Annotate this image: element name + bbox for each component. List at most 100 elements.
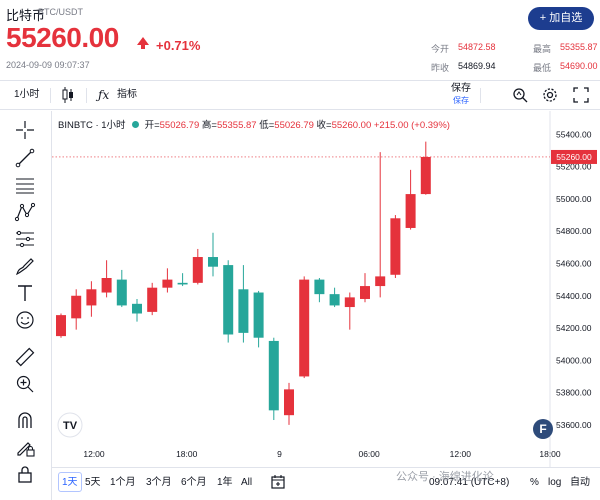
candle-body [253,292,264,338]
ruler-icon[interactable] [14,346,36,368]
pattern-icon[interactable] [14,201,36,223]
range-1m[interactable]: 1个月 [110,477,136,488]
fib-icon[interactable] [14,228,36,250]
last-price-badge [551,149,597,164]
search-icon[interactable] [512,87,528,105]
candle-body [284,389,294,416]
save-sublabel: 保存 [453,96,469,105]
pencil-lock-icon[interactable] [14,436,36,458]
stat-open: 今开 54872.58 [431,42,496,55]
add-watchlist-button[interactable]: + 加自选 [528,7,594,30]
candle-body [132,303,142,314]
candle-body [101,278,112,293]
last-price: 55260.00 [6,22,119,53]
indicators-button[interactable]: 指标 [117,89,137,100]
range-1d[interactable]: 1天 [58,472,82,492]
price-change: +0.71% [156,38,201,53]
range-1y[interactable]: 1年 [217,477,233,488]
stat-value: 55355.87 [560,42,598,52]
x-tick-label: 18:00 [176,449,198,459]
y-tick-label: 55000.00 [556,194,592,204]
candle-body [223,265,234,335]
legend-close: 55260.00 [331,120,372,131]
candle-body [71,295,82,319]
fullscreen-icon[interactable] [573,87,589,105]
candle-body [177,282,188,285]
legend-high-label: 高= [201,120,217,131]
pair-label: BTC/USDT [38,7,83,17]
candle-body [329,294,340,306]
candle-body [147,287,158,312]
save-button[interactable]: 保存 保存 [446,83,476,107]
y-tick-label: 54400.00 [556,291,592,301]
interval-selector[interactable]: 1小时 [14,89,40,100]
legend-open: 55026.79 [159,120,200,131]
range-5d[interactable]: 5天 [85,477,101,488]
y-tick-label: 54200.00 [556,323,592,333]
candle-body [268,340,279,411]
timestamp: 2024-09-09 09:07:37 [6,60,90,70]
range-all[interactable]: All [241,477,253,488]
stat-low: 最低 54690.00 [533,61,598,74]
up-arrow-stem [141,44,145,49]
log-toggle[interactable]: log [548,477,562,488]
stat-value: 54690.00 [560,61,598,71]
y-tick-label: 54800.00 [556,226,592,236]
legend-close-label: 收= [316,120,332,131]
legend-change: +215.00 (+0.39%) [373,120,450,131]
candle-body [344,297,355,308]
candle-body [375,276,386,287]
y-tick-label: 53600.00 [556,420,592,430]
range-3m[interactable]: 3个月 [146,477,172,488]
lock-icon[interactable] [14,463,36,485]
horizontal-lines-icon[interactable] [14,174,36,196]
candle-body [314,279,325,295]
percent-toggle[interactable]: % [530,477,539,488]
f-badge-icon: F [539,422,546,436]
zoom-in-icon[interactable] [14,373,36,395]
stat-value: 54869.94 [458,61,496,71]
coin-name: 比特币 [6,8,46,23]
goto-date-icon[interactable] [270,474,286,494]
last-price-badge-label: 55260.00 [556,152,592,162]
candle-body [238,289,249,333]
legend-high: 55355.87 [216,120,257,131]
f-badge-icon [533,419,553,439]
candle-body [162,279,173,288]
up-arrow-icon [137,37,149,45]
gear-icon[interactable] [542,87,558,105]
save-label: 保存 [451,83,471,94]
emoji-icon[interactable] [14,309,36,331]
ticker-header: 比特币 BTC/USDT 55260.00 +0.71% 2024-09-09 … [0,0,600,78]
clock-time[interactable]: 09:07:41 (UTC+8) [429,477,510,488]
x-tick-label: 12:00 [83,449,105,459]
range-6m[interactable]: 6个月 [181,477,207,488]
watermark: 公众号 · 海绵进化论 [396,471,494,483]
tradingview-logo-icon: TV [63,420,78,432]
auto-toggle[interactable]: 自动 [570,477,590,488]
x-tick-label: 18:00 [539,449,561,459]
candlestick-icon[interactable] [61,86,75,104]
candle-body [299,279,310,377]
text-icon[interactable] [14,282,36,304]
legend-low: 55026.79 [274,120,314,131]
stat-value: 54872.58 [458,42,496,52]
magnet-icon[interactable] [14,409,36,431]
stat-prev-close: 昨收 54869.94 [431,61,496,74]
chart-toolbar: 1小时 ƒx 指标 保存 保存 [0,80,600,110]
y-tick-label: 55400.00 [556,129,592,139]
candlestick-chart[interactable]: 53600.00 53800.00 54000.00 54200.00 54400.00… [52,111,600,467]
trendline-icon[interactable] [14,147,36,169]
legend-low-label: 低= [259,120,275,131]
price-chart[interactable]: 53600.00 53800.00 54000.00 54200.00 54400.00… [52,111,600,467]
chart-legend: BINBTC · 1小时 开=55026.79 高=55355.87 低=5502… [58,117,450,131]
candle-body [116,279,127,306]
drawing-toolbar [0,111,52,500]
crosshair-icon[interactable] [14,119,36,141]
candle-body [390,218,401,275]
stat-label: 最低 [533,63,552,73]
fx-icon[interactable]: ƒx [98,88,110,102]
brush-icon[interactable] [14,255,36,277]
candle-body [405,194,416,228]
y-tick-label: 53800.00 [556,388,592,398]
